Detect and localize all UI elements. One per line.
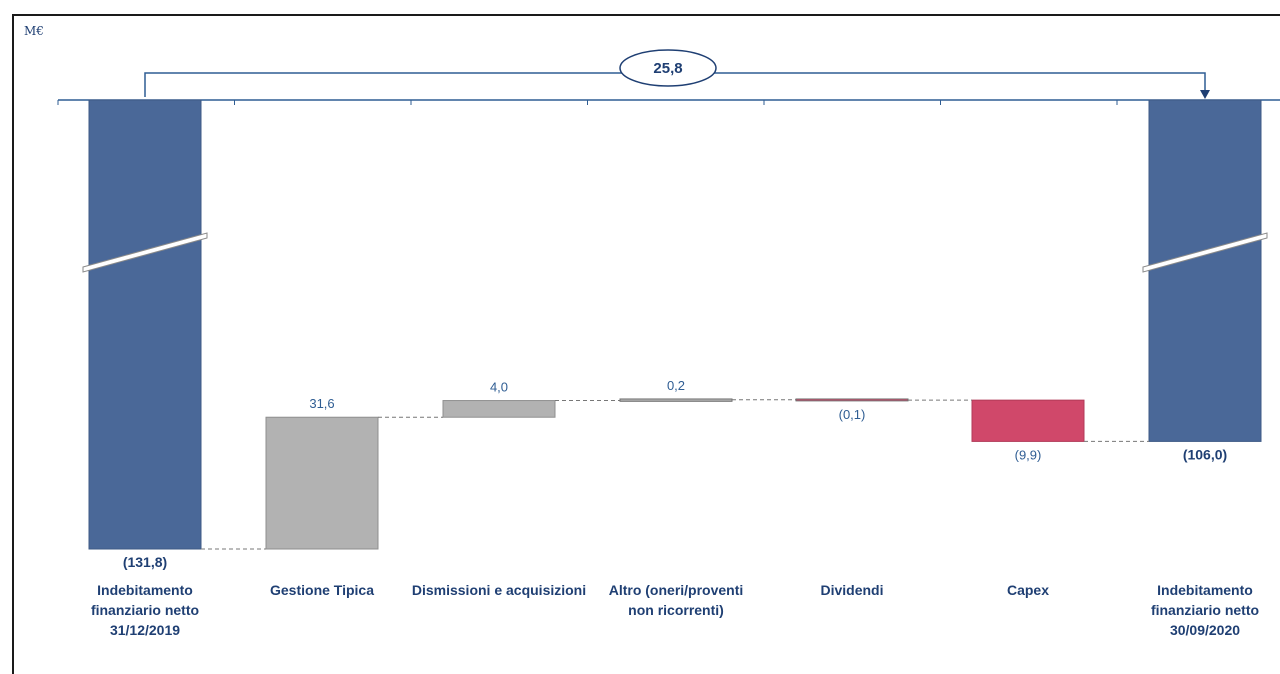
axis-break-mark (82, 232, 208, 273)
total-bar (1148, 99, 1262, 442)
value-label: (0,1) (839, 407, 866, 422)
top-axis (57, 99, 1280, 105)
category-labels-group: Indebitamento finanziario netto 31/12/2019… (91, 582, 1259, 638)
category-label: non ricorrenti) (628, 602, 724, 618)
decrease-bar (971, 399, 1085, 442)
category-label: Dividendi (820, 582, 883, 598)
change-bracket: 25,8 (144, 49, 1210, 99)
connectors-group (201, 399, 1149, 550)
increase-bar (442, 400, 556, 418)
category-label: Indebitamento (1157, 582, 1253, 598)
change-bubble (619, 49, 717, 87)
category-label: Gestione Tipica (270, 582, 374, 598)
axis-break-mark (1142, 232, 1268, 273)
increase-bar (619, 398, 733, 402)
category-label: Capex (1007, 582, 1049, 598)
category-label: Indebitamento (97, 582, 193, 598)
category-label: Altro (oneri/proventi (609, 582, 744, 598)
category-label: finanziario netto (1151, 602, 1259, 618)
decrease-bar (795, 398, 909, 402)
value-labels-group: (131,8) 31,6 4,0 0,2 (0,1) (9,9) (106,0) (123, 378, 1227, 570)
value-label: 0,2 (667, 378, 685, 393)
bars-group (82, 99, 1268, 550)
chart-frame (12, 14, 1280, 674)
arrow-down-icon (1200, 90, 1210, 99)
value-label: 4,0 (490, 380, 508, 395)
value-label: (131,8) (123, 554, 167, 570)
increase-bar (265, 416, 379, 550)
category-label: Dismissioni e acquisizioni (412, 582, 586, 598)
waterfall-chart: M€ 25,8 (131,8) 31,6 4,0 0,2 (0,1) (9,9) (106,… (24, 24, 1280, 638)
category-label: finanziario netto (91, 602, 199, 618)
unit-label: M€ (24, 24, 44, 38)
value-label: (9,9) (1015, 447, 1042, 462)
category-label: 31/12/2019 (110, 622, 180, 638)
value-label: (106,0) (1183, 446, 1227, 462)
value-label: 31,6 (309, 396, 334, 411)
total-bar (88, 99, 202, 550)
change-label: 25,8 (653, 60, 682, 77)
category-label: 30/09/2020 (1170, 622, 1240, 638)
